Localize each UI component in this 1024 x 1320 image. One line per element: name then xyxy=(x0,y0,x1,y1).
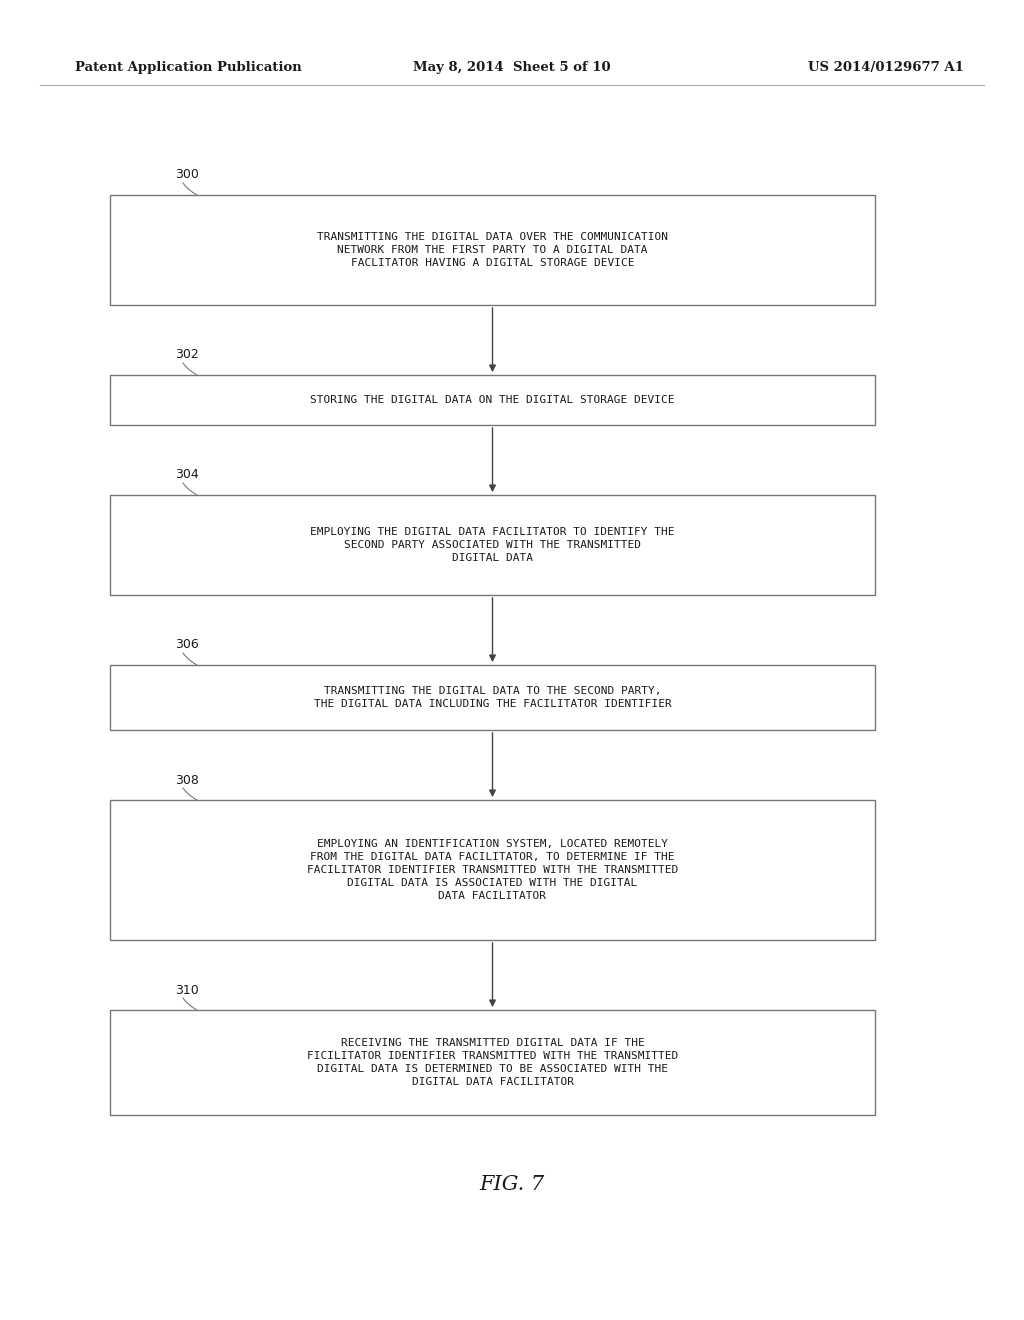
Text: 308: 308 xyxy=(175,774,199,787)
Bar xyxy=(110,665,874,730)
Bar xyxy=(110,495,874,595)
Text: 310: 310 xyxy=(175,983,199,997)
Bar xyxy=(110,375,874,425)
Text: 304: 304 xyxy=(175,469,199,482)
Text: TRANSMITTING THE DIGITAL DATA OVER THE COMMUNICATION
NETWORK FROM THE FIRST PART: TRANSMITTING THE DIGITAL DATA OVER THE C… xyxy=(317,232,668,268)
Text: May 8, 2014  Sheet 5 of 10: May 8, 2014 Sheet 5 of 10 xyxy=(414,62,610,74)
Text: EMPLOYING THE DIGITAL DATA FACILITATOR TO IDENTIFY THE
SECOND PARTY ASSOCIATED W: EMPLOYING THE DIGITAL DATA FACILITATOR T… xyxy=(310,527,675,564)
Text: 306: 306 xyxy=(175,639,199,652)
Text: 300: 300 xyxy=(175,169,199,181)
Text: US 2014/0129677 A1: US 2014/0129677 A1 xyxy=(808,62,964,74)
Text: RECEIVING THE TRANSMITTED DIGITAL DATA IF THE
FICILITATOR IDENTIFIER TRANSMITTED: RECEIVING THE TRANSMITTED DIGITAL DATA I… xyxy=(307,1038,678,1088)
Bar xyxy=(110,800,874,940)
Bar xyxy=(110,195,874,305)
Text: STORING THE DIGITAL DATA ON THE DIGITAL STORAGE DEVICE: STORING THE DIGITAL DATA ON THE DIGITAL … xyxy=(310,395,675,405)
Bar xyxy=(110,1010,874,1115)
Text: EMPLOYING AN IDENTIFICATION SYSTEM, LOCATED REMOTELY
FROM THE DIGITAL DATA FACIL: EMPLOYING AN IDENTIFICATION SYSTEM, LOCA… xyxy=(307,838,678,902)
Text: 302: 302 xyxy=(175,348,199,362)
Text: FIG. 7: FIG. 7 xyxy=(479,1176,545,1195)
Text: TRANSMITTING THE DIGITAL DATA TO THE SECOND PARTY,
THE DIGITAL DATA INCLUDING TH: TRANSMITTING THE DIGITAL DATA TO THE SEC… xyxy=(313,686,672,709)
Text: Patent Application Publication: Patent Application Publication xyxy=(75,62,302,74)
